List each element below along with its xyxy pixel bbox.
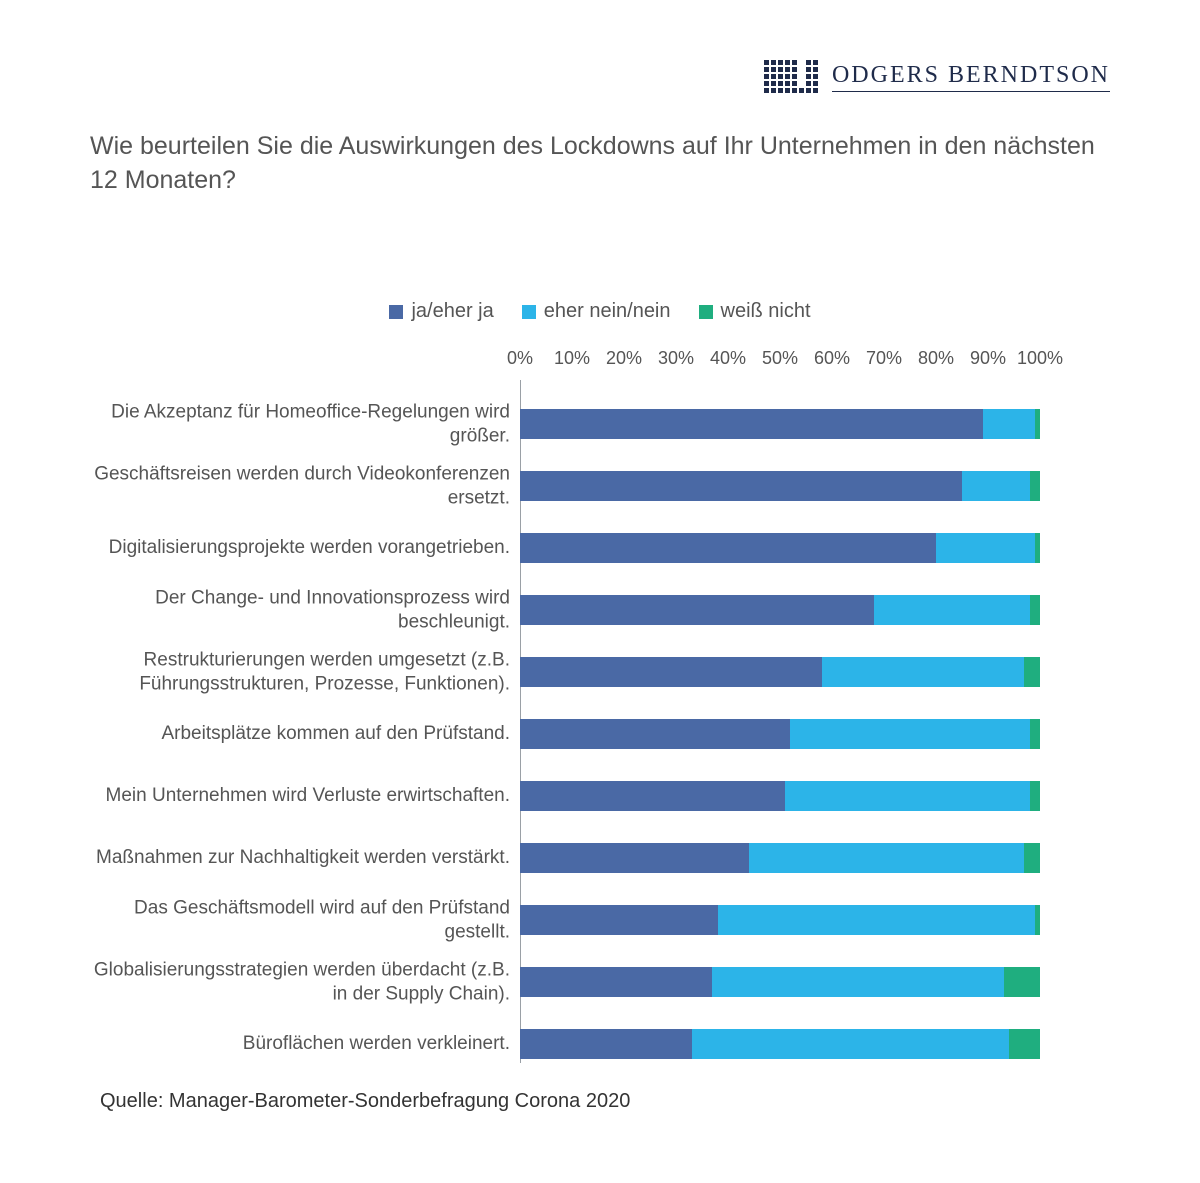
bar-segment-dk (1035, 409, 1040, 439)
brand-grid-icon (764, 60, 818, 93)
stacked-bar (520, 1029, 1040, 1059)
chart-row: Mein Unternehmen wird Verluste erwirtsch… (0, 770, 1200, 822)
bar-segment-yes (520, 409, 983, 439)
chart-rows: Die Akzeptanz für Homeoffice-Regelungen … (0, 380, 1200, 1063)
row-label: Mein Unternehmen wird Verluste erwirtsch… (106, 784, 510, 808)
row-label: Geschäftsreisen werden durch Videokonfer… (80, 462, 510, 510)
bar-segment-yes (520, 471, 962, 501)
chart-row: Arbeitsplätze kommen auf den Prüfstand. (0, 708, 1200, 760)
x-axis-tick: 70% (866, 348, 902, 369)
bar-segment-dk (1030, 471, 1040, 501)
legend-label: eher nein/nein (544, 300, 671, 323)
chart-row: Die Akzeptanz für Homeoffice-Regelungen … (0, 398, 1200, 450)
stacked-bar (520, 967, 1040, 997)
chart-row: Digitalisierungsprojekte werden voranget… (0, 522, 1200, 574)
brand-logo: ODGERS BERNDTSON (764, 60, 1110, 93)
row-label: Der Change- und Innovationsprozess wird … (80, 586, 510, 634)
row-label: Restrukturierungen werden umgesetzt (z.B… (80, 648, 510, 696)
bar-segment-no (962, 471, 1030, 501)
row-label: Globalisierungsstrategien werden überdac… (80, 958, 510, 1006)
legend-label: weiß nicht (721, 300, 811, 323)
chart-row: Büroflächen werden verkleinert. (0, 1018, 1200, 1070)
x-axis: 0%10%20%30%40%50%60%70%80%90%100% (520, 348, 1040, 372)
bar-segment-no (785, 781, 1029, 811)
source-line: Quelle: Manager-Barometer-Sonderbefragun… (100, 1090, 630, 1113)
legend-swatch (389, 305, 403, 319)
brand-name: ODGERS BERNDTSON (832, 62, 1110, 92)
bar-segment-yes (520, 533, 936, 563)
page: ODGERS BERNDTSON Wie beurteilen Sie die … (0, 0, 1200, 1183)
x-axis-tick: 50% (762, 348, 798, 369)
legend-label: ja/eher ja (411, 300, 493, 323)
legend-item: ja/eher ja (389, 300, 493, 323)
bar-segment-no (936, 533, 1035, 563)
bar-segment-dk (1030, 595, 1040, 625)
stacked-bar (520, 657, 1040, 687)
row-label: Digitalisierungsprojekte werden voranget… (109, 536, 510, 560)
bar-segment-no (983, 409, 1035, 439)
row-label: Arbeitsplätze kommen auf den Prüfstand. (161, 722, 510, 746)
bar-segment-dk (1004, 967, 1040, 997)
legend-swatch (699, 305, 713, 319)
bar-segment-dk (1024, 657, 1040, 687)
bar-segment-yes (520, 1029, 692, 1059)
bar-segment-yes (520, 781, 785, 811)
bar-segment-yes (520, 719, 790, 749)
x-axis-tick: 40% (710, 348, 746, 369)
stacked-bar (520, 781, 1040, 811)
bar-segment-no (712, 967, 1003, 997)
legend-swatch (522, 305, 536, 319)
chart-row: Restrukturierungen werden umgesetzt (z.B… (0, 646, 1200, 698)
bar-segment-yes (520, 657, 822, 687)
chart-row: Maßnahmen zur Nachhaltigkeit werden vers… (0, 832, 1200, 884)
stacked-bar (520, 905, 1040, 935)
chart-row: Geschäftsreisen werden durch Videokonfer… (0, 460, 1200, 512)
x-axis-tick: 60% (814, 348, 850, 369)
x-axis-tick: 80% (918, 348, 954, 369)
bar-segment-no (874, 595, 1030, 625)
chart-legend: ja/eher ja eher nein/nein weiß nicht (0, 300, 1200, 325)
legend-item: eher nein/nein (522, 300, 671, 323)
bar-segment-dk (1024, 843, 1040, 873)
bar-segment-dk (1009, 1029, 1040, 1059)
row-label: Das Geschäftsmodell wird auf den Prüfsta… (80, 896, 510, 944)
chart-row: Globalisierungsstrategien werden überdac… (0, 956, 1200, 1008)
chart-row: Das Geschäftsmodell wird auf den Prüfsta… (0, 894, 1200, 946)
bar-segment-no (718, 905, 1035, 935)
bar-segment-yes (520, 905, 718, 935)
x-axis-tick: 30% (658, 348, 694, 369)
row-label: Büroflächen werden verkleinert. (243, 1032, 510, 1056)
bar-segment-yes (520, 967, 712, 997)
bar-segment-no (749, 843, 1025, 873)
x-axis-tick: 100% (1017, 348, 1063, 369)
bar-segment-yes (520, 843, 749, 873)
stacked-bar (520, 843, 1040, 873)
bar-segment-dk (1035, 533, 1040, 563)
bar-segment-dk (1030, 781, 1040, 811)
x-axis-tick: 20% (606, 348, 642, 369)
x-axis-tick: 90% (970, 348, 1006, 369)
bar-segment-no (692, 1029, 1009, 1059)
bar-segment-dk (1035, 905, 1040, 935)
stacked-bar (520, 471, 1040, 501)
legend-item: weiß nicht (699, 300, 811, 323)
x-axis-tick: 0% (507, 348, 533, 369)
stacked-bar (520, 595, 1040, 625)
bar-segment-yes (520, 595, 874, 625)
bar-segment-dk (1030, 719, 1040, 749)
row-label: Maßnahmen zur Nachhaltigkeit werden vers… (96, 846, 510, 870)
x-axis-tick: 10% (554, 348, 590, 369)
row-label: Die Akzeptanz für Homeoffice-Regelungen … (80, 400, 510, 448)
stacked-bar (520, 409, 1040, 439)
stacked-bar (520, 533, 1040, 563)
chart-row: Der Change- und Innovationsprozess wird … (0, 584, 1200, 636)
bar-segment-no (822, 657, 1025, 687)
stacked-bar (520, 719, 1040, 749)
chart-title: Wie beurteilen Sie die Auswirkungen des … (90, 130, 1110, 198)
bar-segment-no (790, 719, 1029, 749)
